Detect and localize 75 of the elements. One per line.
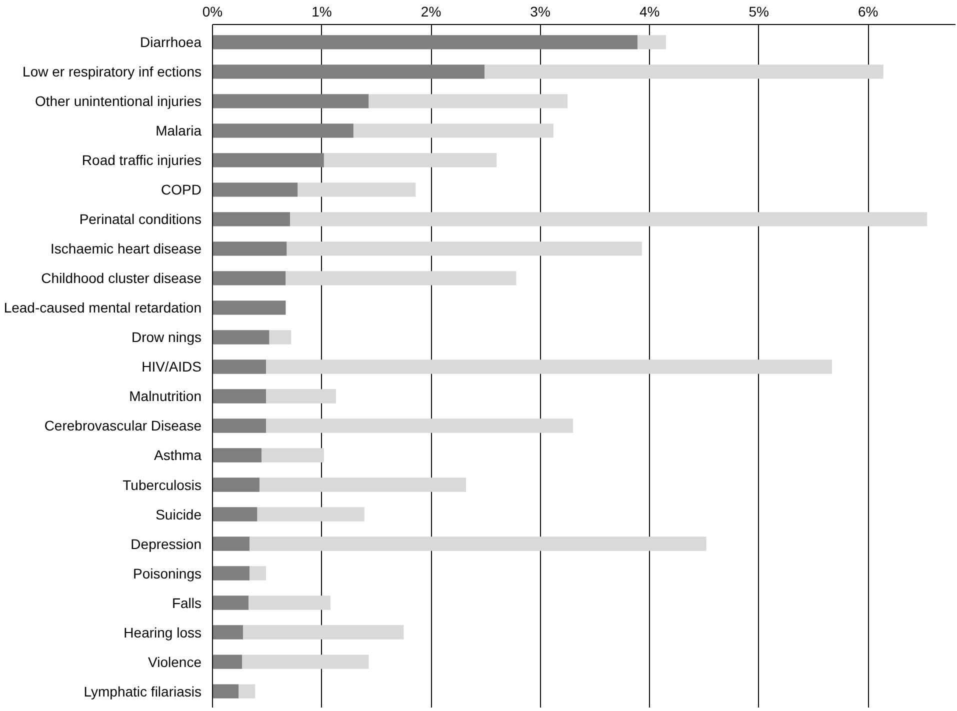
y-tick-label: Childhood cluster disease xyxy=(41,270,202,286)
y-tick-label: Low er respiratory inf ections xyxy=(22,64,202,80)
bar xyxy=(212,389,266,404)
y-tick-label: Road traffic injuries xyxy=(82,152,202,168)
bar xyxy=(243,625,404,640)
bar xyxy=(212,182,298,197)
bar xyxy=(259,478,466,492)
y-tick-label: Diarrhoea xyxy=(140,34,202,50)
bar xyxy=(353,124,554,138)
bar xyxy=(269,330,292,344)
bar xyxy=(212,153,324,168)
bar xyxy=(212,64,485,79)
bar xyxy=(250,536,706,551)
bar xyxy=(212,684,239,698)
bar xyxy=(250,566,266,580)
y-tick-label: Malnutrition xyxy=(129,388,202,404)
bar xyxy=(212,418,266,433)
y-tick-label: Asthma xyxy=(154,447,202,464)
bar xyxy=(212,360,266,374)
bar xyxy=(212,212,290,226)
bar xyxy=(212,330,270,344)
y-tick-label: HIV/AIDS xyxy=(142,358,202,375)
y-tick-label: Other unintentional injuries xyxy=(34,93,202,110)
bar xyxy=(290,212,928,226)
bar xyxy=(248,596,331,610)
bar xyxy=(212,242,287,256)
bar xyxy=(212,94,369,108)
y-tick-label: Ischaemic heart disease xyxy=(50,240,202,257)
bar xyxy=(212,35,638,50)
bar xyxy=(262,448,324,462)
x-tick-label: 5% xyxy=(748,4,769,20)
bar xyxy=(638,35,666,50)
bar xyxy=(212,507,258,522)
y-tick-label: Tuberculosis xyxy=(122,476,202,493)
y-tick-label: Lead-caused mental retardation xyxy=(4,300,202,316)
y-tick-label: Cerebrovascular Disease xyxy=(44,418,202,434)
y-tick-label: Perinatal conditions xyxy=(79,211,202,228)
bar xyxy=(242,654,369,669)
bar xyxy=(286,242,642,256)
y-tick-label: Malaria xyxy=(156,122,202,139)
bar xyxy=(212,271,286,286)
bar xyxy=(266,418,574,433)
y-tick-label: Drow nings xyxy=(131,329,202,346)
bar xyxy=(212,654,242,669)
y-tick-label: Poisonings xyxy=(133,565,202,582)
bar xyxy=(266,360,832,374)
x-tick-label: 4% xyxy=(639,4,660,20)
x-tick-label: 6% xyxy=(858,4,878,20)
bar xyxy=(212,596,249,610)
bar xyxy=(298,182,416,197)
bar xyxy=(212,300,286,315)
y-tick-label: Falls xyxy=(172,594,202,611)
bar xyxy=(368,94,568,108)
x-tick-label: 3% xyxy=(530,4,550,20)
bar xyxy=(257,507,364,522)
bar xyxy=(212,536,250,551)
y-tick-label: Suicide xyxy=(156,506,202,522)
bar xyxy=(212,625,244,640)
bar xyxy=(324,153,497,168)
bar xyxy=(484,64,884,79)
x-tick-label: 2% xyxy=(420,4,442,20)
bar xyxy=(212,566,250,580)
bar xyxy=(212,478,260,492)
x-tick-label: 1% xyxy=(312,4,332,20)
y-tick-label: Violence xyxy=(148,654,202,670)
y-tick-label: Depression xyxy=(130,536,202,552)
y-tick-label: COPD xyxy=(161,182,202,198)
bar xyxy=(212,448,262,462)
bar xyxy=(212,124,354,138)
bar xyxy=(286,271,516,286)
bar xyxy=(266,389,336,404)
bar xyxy=(238,684,256,698)
x-tick-label: 0% xyxy=(202,4,223,20)
y-tick-label: Lymphatic filariasis xyxy=(84,683,202,700)
y-tick-label: Hearing loss xyxy=(124,624,202,640)
